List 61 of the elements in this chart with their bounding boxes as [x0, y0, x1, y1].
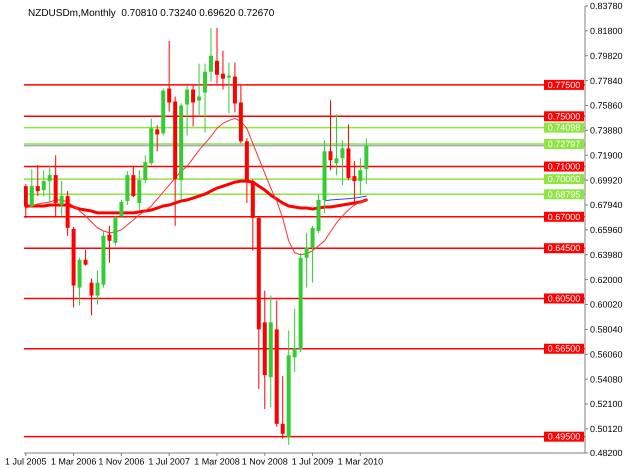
- x-tick-label: 1 Mar 2006: [50, 456, 96, 466]
- ref-line-label: 0.71000: [548, 162, 580, 172]
- candlestick: [48, 166, 52, 204]
- ref-line-label: 0.70000: [548, 174, 580, 184]
- candlestick: [155, 124, 160, 152]
- y-tick-label: 0.81800: [590, 26, 623, 36]
- candlestick: [60, 180, 64, 216]
- y-tick-label: 0.67940: [590, 200, 623, 210]
- x-tick-label: 1 Jul 2007: [148, 456, 190, 466]
- candlestick: [143, 154, 148, 184]
- y-tick-label: 0.62000: [590, 274, 623, 285]
- x-tick-label: 1 Nov 2006: [98, 456, 144, 466]
- y-tick-label: 0.71900: [590, 150, 623, 160]
- x-tick-label: 1 Nov 2008: [242, 456, 288, 466]
- ref-line-label: 0.68795: [548, 189, 580, 200]
- ref-line-label: 0.56500: [548, 344, 580, 354]
- y-tick-label: 0.63980: [590, 250, 623, 260]
- y-tick-label: 0.52100: [590, 399, 623, 410]
- x-tick-label: 1 Mar 2010: [338, 456, 384, 466]
- candlestick: [304, 232, 309, 288]
- y-tick-label: 0.79820: [590, 50, 623, 61]
- ref-line-label: 0.74098: [548, 122, 580, 133]
- x-tick-label: 1 Jul 2005: [5, 456, 47, 466]
- ref-line-label: 0.67000: [548, 212, 580, 222]
- y-tick-label: 0.58040: [590, 324, 623, 335]
- y-tick-label: 0.56060: [590, 349, 623, 360]
- candlestick: [209, 27, 214, 82]
- chart-title: NZDUSDm,Monthly 0.70810 0.73240 0.69620 0.72670: [28, 8, 274, 19]
- candlestick: [137, 170, 142, 211]
- candlestick: [185, 85, 190, 136]
- y-tick-label: 0.77840: [590, 76, 623, 86]
- candlestick: [226, 62, 231, 114]
- candlestick: [364, 138, 368, 184]
- y-tick-label: 0.48200: [590, 448, 623, 458]
- x-tick-label: 1 Jul 2009: [292, 456, 334, 466]
- candlestick: [358, 158, 362, 196]
- ref-line-label: 0.60500: [548, 293, 580, 304]
- y-tick-label: 0.73880: [590, 126, 623, 136]
- x-tick-label: 1 Mar 2008: [194, 456, 240, 466]
- ref-line-label: 0.64500: [548, 243, 580, 254]
- candlestick: [310, 225, 315, 284]
- y-tick-label: 0.65960: [590, 225, 623, 236]
- y-tick-label: 0.60020: [590, 300, 623, 310]
- candlestick: [292, 308, 297, 373]
- candlestick: [42, 170, 46, 197]
- candlestick: [203, 63, 208, 133]
- y-tick-label: 0.83780: [590, 1, 623, 12]
- y-tick-label: 0.69920: [590, 175, 623, 186]
- candlestick: [340, 140, 344, 186]
- candlestick: [30, 168, 34, 208]
- y-tick-label: 0.50120: [590, 424, 623, 434]
- candlestick: [334, 114, 338, 176]
- ref-line-label: 0.49500: [548, 432, 580, 442]
- candlestick: [119, 199, 124, 218]
- y-tick-label: 0.54080: [590, 374, 623, 384]
- candlestick: [96, 270, 100, 306]
- candlestick: [197, 63, 202, 117]
- ref-line-label: 0.75000: [548, 111, 580, 122]
- ref-line-label: 0.77500: [548, 80, 580, 90]
- ref-line-label: 0.72797: [548, 138, 580, 149]
- y-tick-label: 0.75860: [590, 100, 623, 111]
